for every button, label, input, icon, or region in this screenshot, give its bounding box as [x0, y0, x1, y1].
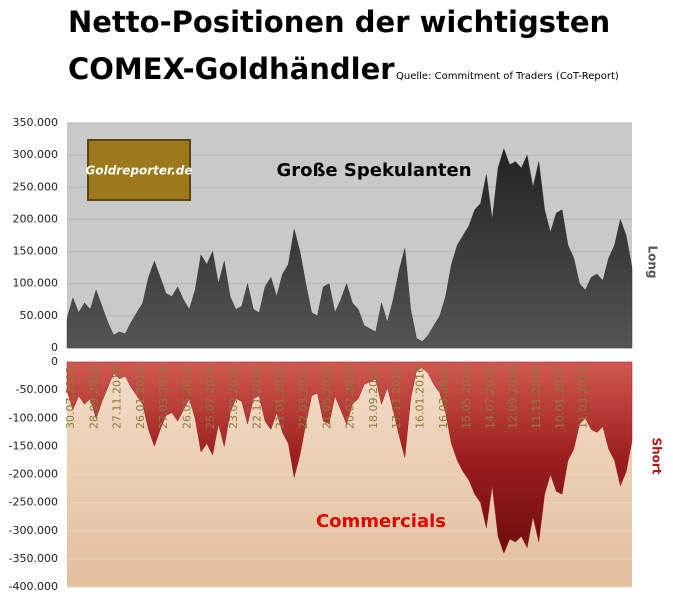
x-tick-label: 27.11.2013	[111, 366, 124, 429]
x-tick-label: 26.05.2014	[180, 366, 193, 429]
chart-title: COMEX-Goldhändler	[68, 52, 395, 86]
series-label: Commercials	[316, 511, 446, 532]
y-tick-label: -100.000	[9, 411, 58, 424]
side-label: Long	[646, 245, 660, 278]
logo-box	[87, 139, 191, 201]
y-tick-label: -150.000	[9, 439, 58, 452]
y-tick-label: 100.000	[13, 277, 59, 290]
x-tick-label: 12.09.2016	[507, 366, 520, 429]
x-tick-label: 22.11.2014	[250, 366, 263, 429]
x-tick-label: 17.11.2015	[390, 366, 403, 429]
x-tick-label: 10.01.2017	[553, 366, 566, 429]
x-tick-label: 21.05.2015	[320, 366, 333, 429]
x-tick-label: 16.01.2016	[413, 366, 426, 429]
y-tick-label: -50.000	[16, 383, 58, 396]
y-tick-label: 0	[51, 341, 58, 354]
x-tick-label: 22.03.2015	[297, 366, 310, 429]
subtitle: Quelle: Commitment of Traders (CoT-Repor…	[396, 71, 619, 82]
y-tick-label: 50.000	[20, 309, 59, 322]
y-tick-label: -300.000	[9, 524, 58, 537]
y-tick-label: 0	[51, 355, 58, 368]
area	[66, 147, 633, 349]
logo-text: Goldreporter.de	[86, 164, 193, 178]
y-tick-label: -200.000	[9, 468, 58, 481]
x-tick-label: 23.09.2014	[227, 366, 240, 429]
x-tick-label: 11.03.2017	[577, 366, 590, 429]
x-tick-label: 27.03.2014	[157, 366, 170, 429]
x-tick-label: 18.09.2015	[367, 366, 380, 429]
x-tick-label: 25.07.2014	[204, 366, 217, 429]
y-tick-label: 150.000	[13, 245, 59, 258]
x-tick-label: 26.01.2014	[134, 366, 147, 429]
x-tick-label: 11.11.2016	[530, 366, 543, 429]
series-label: Große Spekulanten	[276, 160, 471, 181]
x-tick-label: 28.09.2013	[87, 366, 100, 429]
x-tick-label: 21.01.2015	[274, 366, 287, 429]
y-tick-label: 250.000	[13, 180, 59, 193]
x-tick-label: 14.07.2016	[483, 366, 496, 429]
side-label: Short	[650, 437, 664, 474]
x-tick-label: 15.05.2016	[460, 366, 473, 429]
y-tick-label: -400.000	[9, 580, 58, 593]
y-tick-label: 350.000	[13, 116, 59, 129]
chart-title: Netto-Positionen der wichtigsten	[68, 5, 610, 39]
x-tick-label: 16.03.2016	[437, 366, 450, 429]
x-tick-label: 30.07.2013	[64, 366, 77, 429]
y-tick-label: -350.000	[9, 552, 58, 565]
y-tick-label: 300.000	[13, 148, 59, 161]
area	[66, 361, 633, 554]
x-tick-label: 20.07.2015	[344, 366, 357, 429]
y-tick-label: 200.000	[13, 212, 59, 225]
y-tick-label: -250.000	[9, 496, 58, 509]
